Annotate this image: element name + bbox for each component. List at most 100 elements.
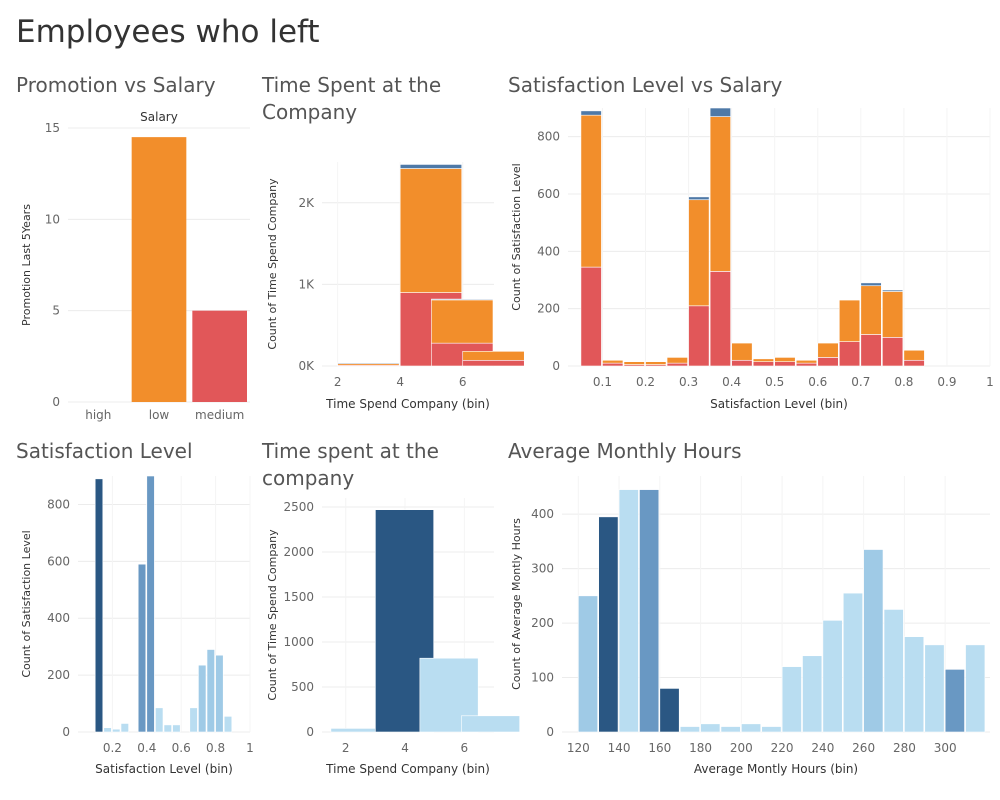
histogram-bar [659,688,680,733]
histogram-bar [146,475,155,733]
x-tick-label: 140 [608,741,631,755]
x-tick-label: 200 [730,741,753,755]
histogram-bar [198,664,207,733]
bar-segment [688,196,710,201]
x-tick-label: 0.3 [679,375,698,389]
y-axis-label: Count of Average Montly Hours [510,518,523,690]
histogram-bar [598,516,619,733]
bar-segment [817,342,839,358]
histogram-bar [761,726,782,733]
bar-segment [860,282,882,287]
bar-segment [731,342,753,361]
hours-hist-chart-title: Average Monthly Hours [508,439,742,463]
y-axis-label: Promotion Last 5Years [20,204,33,326]
x-axis-label: Time Spend Company (bin) [325,762,490,776]
histogram-bar [863,549,884,733]
y-axis-label: Count of Time Spend Company [266,529,279,701]
x-axis-label: Satisfaction Level (bin) [95,762,233,776]
x-tick-label: medium [195,408,244,422]
x-tick-label: 120 [567,741,590,755]
x-tick-label: 2 [342,741,350,755]
bar-segment [580,110,602,116]
x-axis-label: Time Spend Company (bin) [325,397,490,411]
x-tick-label: 1 [246,741,254,755]
x-tick-label: 240 [811,741,834,755]
y-tick-label: 1K [298,277,315,291]
x-tick-label: 0.6 [172,741,191,755]
histogram-bar [215,654,224,733]
y-tick-label: 800 [47,497,70,511]
histogram-bar [206,649,215,733]
bar-medium [192,310,247,402]
y-tick-label: 400 [47,611,70,625]
x-tick-label: 0.7 [851,375,870,389]
x-tick-label: 4 [401,741,409,755]
x-tick-label: low [149,408,170,422]
histogram-bar [639,489,660,733]
y-tick-label: 200 [531,616,554,630]
y-tick-label: 0 [546,725,554,739]
y-tick-label: 400 [531,507,554,521]
x-tick-label: 0.2 [636,375,655,389]
x-tick-label: 0.6 [808,375,827,389]
histogram-bar [223,716,233,733]
x-tick-label: 180 [689,741,712,755]
x-tick-label: 6 [461,741,469,755]
time-hist-chart-title: Time spent at the company [262,439,439,490]
x-tick-label: 1 [986,375,994,389]
y-tick-label: 200 [537,302,560,316]
histogram-bar [720,726,741,733]
x-tick-label: 0.9 [937,375,956,389]
histogram-bar [904,636,925,733]
x-tick-label: 0.8 [206,741,225,755]
y-tick-label: 0 [62,725,70,739]
x-tick-label: 0.8 [894,375,913,389]
histogram-bar [94,478,104,733]
bar-segment [838,299,861,342]
histogram-bar [618,489,639,733]
histogram-bar [461,715,520,733]
bar-segment [602,359,624,364]
y-tick-label: 500 [291,680,314,694]
y-axis-label: Count of Satisfaction Level [20,530,33,677]
x-tick-label: 0.4 [137,741,156,755]
histogram-bar [741,723,762,733]
histogram-bar [112,728,121,733]
bar-segment [399,164,463,169]
y-tick-label: 2000 [283,545,314,559]
column-header: Salary [140,110,178,124]
histogram-bar [822,620,843,733]
x-axis-label: Satisfaction Level (bin) [710,397,848,411]
y-tick-label: 15 [45,121,60,135]
dashboard-title: Employees who left [16,14,320,50]
y-tick-label: 1000 [283,635,314,649]
histogram-bar [700,723,721,733]
bar-segment [399,168,463,293]
y-axis-label: Count of Time Spend Company [266,178,279,350]
histogram-bar [189,707,198,733]
y-tick-label: 300 [531,562,554,576]
y-tick-label: 600 [47,554,70,568]
satisfaction-hist-chart-title: Satisfaction Level [16,439,193,463]
time-stacked-chart-title: Time Spent at the Company [262,73,442,124]
bar-segment [431,299,494,344]
bar-segment [337,362,400,364]
histogram-bar [924,644,945,733]
y-tick-label: 2500 [283,500,314,514]
satisfaction-stacked-chart-title: Satisfaction Level vs Salary [508,73,783,97]
x-tick-label: 0.1 [593,375,612,389]
x-tick-label: 0.5 [765,375,784,389]
y-tick-label: 0 [306,725,314,739]
histogram-bar [172,724,181,733]
bar-segment [666,357,688,364]
histogram-bar [802,655,823,733]
bar-segment [752,358,774,363]
bar-segment [462,351,525,361]
x-tick-label: 4 [396,375,404,389]
bar-segment [795,359,818,364]
y-tick-label: 600 [537,187,560,201]
